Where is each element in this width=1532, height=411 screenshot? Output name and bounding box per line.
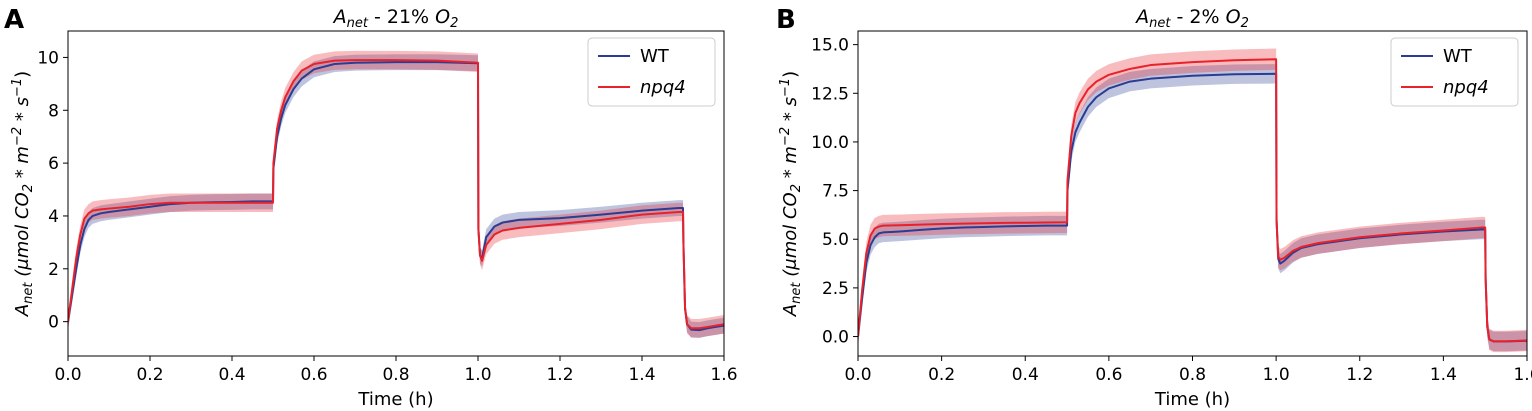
y-tick-label: 5.0 xyxy=(822,230,849,250)
legend-label-npq4: npq4 xyxy=(640,77,686,98)
x-tick-label: 1.0 xyxy=(464,365,491,385)
plot-area xyxy=(858,48,1527,353)
y-tick-label: 12.5 xyxy=(811,84,849,104)
y-tick-label: 7.5 xyxy=(822,182,849,202)
x-tick-label: 0.8 xyxy=(1179,365,1206,385)
x-tick-label: 1.2 xyxy=(1346,365,1373,385)
y-tick-label: 0 xyxy=(48,313,59,333)
series-line-npq4 xyxy=(68,59,724,330)
x-tick-label: 0.2 xyxy=(136,365,163,385)
x-tick-label: 1.4 xyxy=(628,365,655,385)
y-axis-label: Anet (μmol CO2 * m−2 * s−1) xyxy=(10,71,36,317)
x-tick-label: 0.8 xyxy=(382,365,409,385)
series-line-npq4 xyxy=(858,58,1527,343)
plot-area xyxy=(68,50,724,339)
chart-title: Anet - 21% O2 xyxy=(332,6,459,31)
chart-title: Anet - 2% O2 xyxy=(1134,6,1249,31)
x-tick-label: 0.6 xyxy=(300,365,327,385)
legend-label-wt: WT xyxy=(640,46,670,67)
x-tick-label: 0.0 xyxy=(844,365,871,385)
series-band-wt xyxy=(68,54,724,339)
x-axis-label: Time (h) xyxy=(1154,389,1230,410)
x-tick-label: 0.2 xyxy=(928,365,955,385)
y-tick-label: 4 xyxy=(48,207,59,227)
series-band-npq4 xyxy=(68,50,724,338)
x-tick-label: 0.4 xyxy=(218,365,245,385)
y-tick-label: 8 xyxy=(48,101,59,121)
series-line-wt xyxy=(68,61,724,332)
x-tick-label: 1.6 xyxy=(1513,365,1532,385)
panel-b: 0.0 0.2 0.4 0.6 0.8 1.0 1.2 1.4 1.6 0.0 2.5 5.0 7.5 1… xyxy=(776,5,1532,410)
legend-label-wt: WT xyxy=(1443,46,1473,67)
x-tick-label: 1.4 xyxy=(1430,365,1457,385)
series-line-wt xyxy=(858,72,1527,343)
x-tick-label: 0.6 xyxy=(1095,365,1122,385)
x-tick-label: 1.2 xyxy=(546,365,573,385)
y-tick-label: 0.0 xyxy=(822,328,849,348)
y-axis-label: Anet (μmol CO2 * m−2 * s−1) xyxy=(778,71,804,317)
x-tick-label: 1.6 xyxy=(710,365,737,385)
x-tick-label: 0.4 xyxy=(1012,365,1039,385)
legend: WT npq4 xyxy=(1390,37,1519,107)
y-tick-label: 10 xyxy=(37,48,59,68)
legend: WT npq4 xyxy=(587,37,716,107)
series-band-wt xyxy=(858,64,1527,352)
x-tick-label: 1.0 xyxy=(1263,365,1290,385)
y-tick-label: 15.0 xyxy=(811,36,849,56)
y-tick-label: 2.5 xyxy=(822,279,849,299)
panel-letter: B xyxy=(776,5,796,35)
x-tick-label: 0.0 xyxy=(54,365,81,385)
y-tick-label: 10.0 xyxy=(811,133,849,153)
x-axis-label: Time (h) xyxy=(357,389,433,410)
legend-label-npq4: npq4 xyxy=(1443,77,1489,98)
panel-letter: A xyxy=(4,5,24,35)
y-tick-label: 2 xyxy=(48,260,59,280)
y-tick-label: 6 xyxy=(48,154,59,174)
panel-a: 0.0 0.2 0.4 0.6 0.8 1.0 1.2 1.4 1.6 0 2 4 6 8 10 Time (… xyxy=(4,5,738,410)
